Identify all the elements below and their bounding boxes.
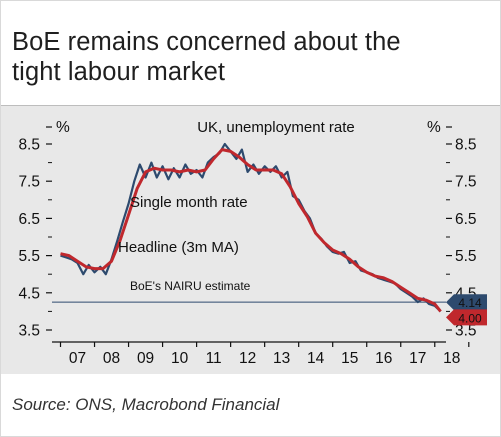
- y-unit-left: %: [56, 119, 70, 136]
- y-tick-label-right: 8.5: [455, 137, 477, 154]
- source-note: Source: ONS, Macrobond Financial: [12, 395, 280, 414]
- y-tick-label-left: 7.5: [18, 174, 40, 191]
- x-tick-label: 13: [273, 350, 290, 367]
- page-title: BoE remains concerned about the tight la…: [12, 27, 482, 87]
- x-tick-label: 16: [375, 350, 392, 367]
- nairu-label: BoE's NAIRU estimate: [130, 279, 251, 293]
- x-tick-label: 17: [409, 350, 426, 367]
- x-tick-label: 12: [239, 350, 256, 367]
- x-tick-label: 09: [137, 350, 154, 367]
- end-value-label: 4.00: [458, 311, 482, 325]
- chart-title: UK, unemployment rate: [197, 119, 355, 136]
- y-unit-right: %: [427, 119, 441, 136]
- series-line: [60, 148, 442, 313]
- y-tick-label-left: 5.5: [18, 248, 40, 265]
- x-tick-label: 11: [206, 350, 222, 367]
- x-tick-label: 10: [171, 350, 189, 367]
- y-tick-label-right: 5.5: [455, 248, 477, 265]
- y-tick-label-right: 7.5: [455, 174, 477, 191]
- x-tick-label: 07: [69, 350, 86, 367]
- unemployment-chart: 3.5 3.54.5 4.55.5 5.56.5 6.57.5 7.58.5 8.5% %UK…: [18, 119, 487, 367]
- x-tick-label: 15: [341, 350, 358, 367]
- header: [1, 1, 500, 105]
- end-value-tag: [446, 294, 487, 311]
- annotation-single-month: Single month rate: [130, 194, 248, 211]
- plot-background: [1, 106, 500, 374]
- y-tick-label-right: 6.5: [455, 211, 477, 228]
- end-value-tag: [446, 309, 487, 326]
- end-value-label: 4.14: [458, 296, 482, 310]
- x-tick-label: 14: [307, 350, 325, 367]
- annotation-headline: Headline (3m MA): [118, 239, 239, 256]
- x-tick-label: 08: [103, 350, 120, 367]
- y-tick-label-left: 3.5: [18, 323, 40, 340]
- y-tick-label-left: 6.5: [18, 211, 40, 228]
- y-tick-label-left: 4.5: [18, 285, 40, 302]
- title-divider: [1, 105, 500, 106]
- y-tick-label-left: 8.5: [18, 137, 40, 154]
- series-line: [60, 142, 442, 313]
- y-tick-label-right: 3.5: [455, 323, 477, 340]
- title-line-2: tight labour market: [12, 58, 226, 86]
- footer: [1, 374, 500, 436]
- x-tick-label: 18: [443, 350, 460, 367]
- title-line-1: BoE remains concerned about the: [12, 28, 401, 56]
